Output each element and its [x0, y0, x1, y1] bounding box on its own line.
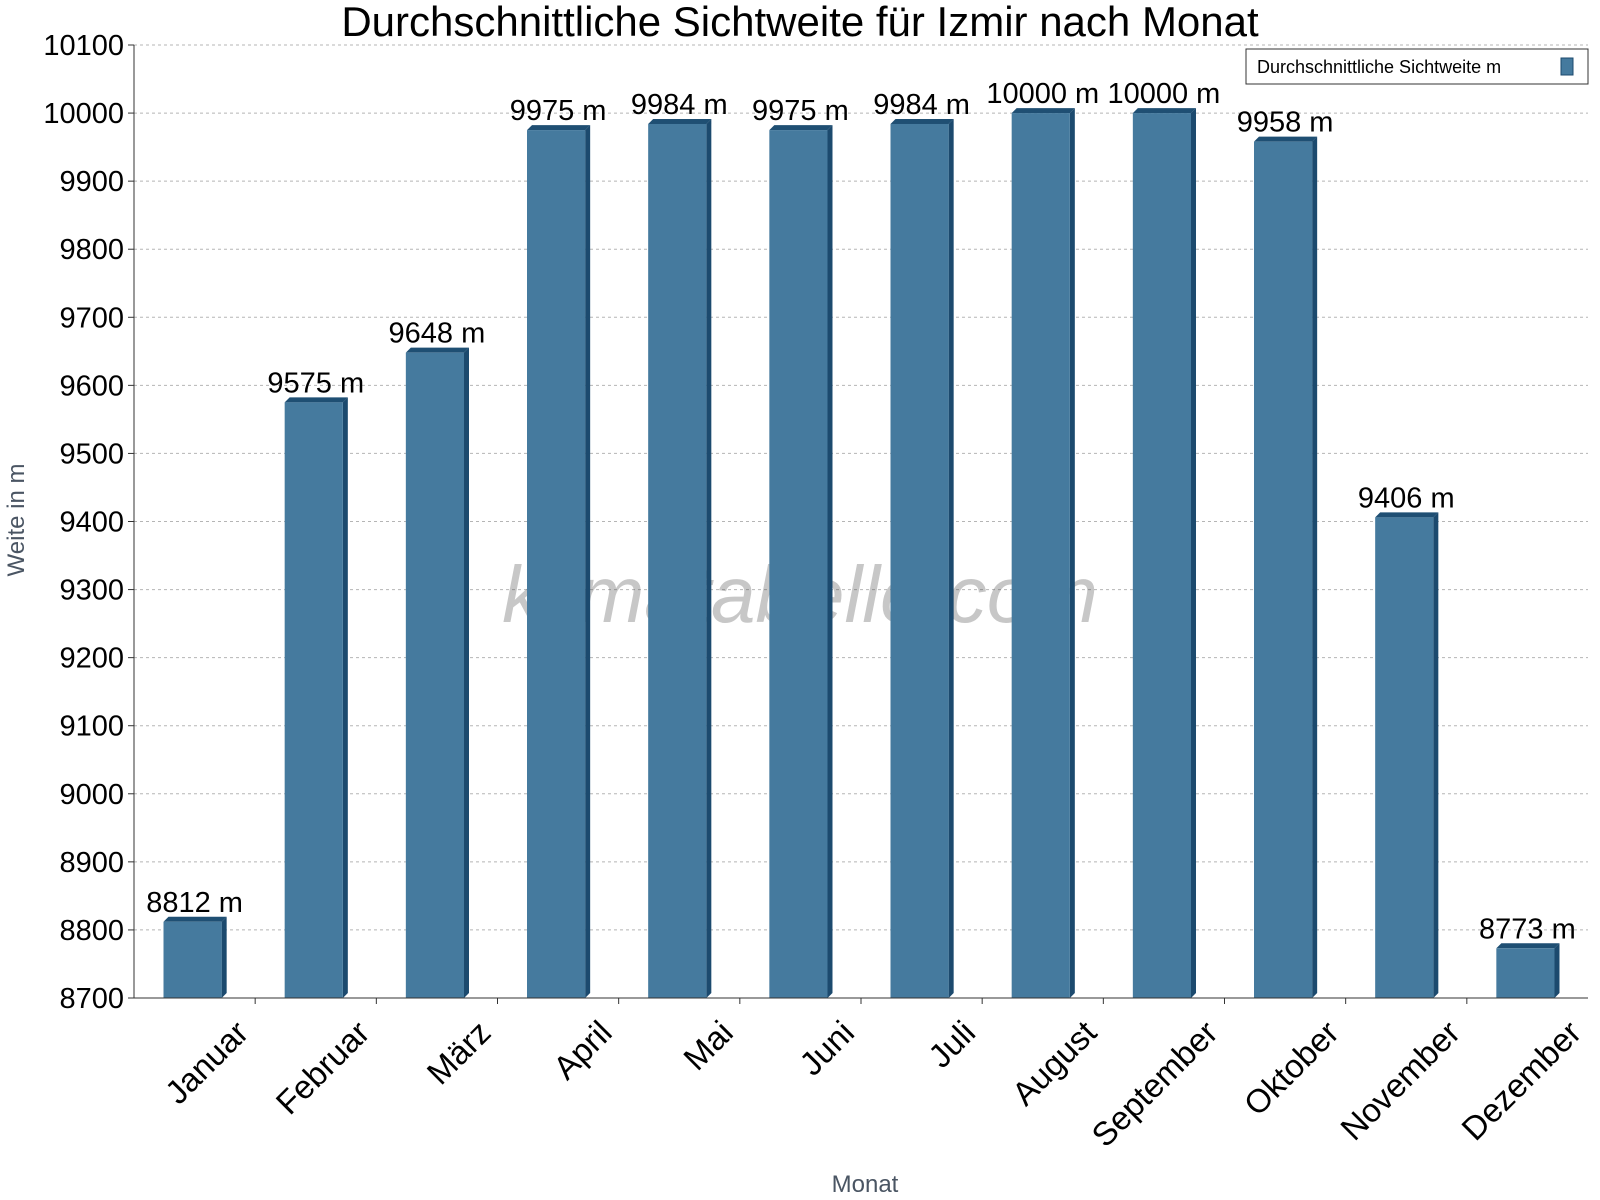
bar-top [163, 916, 227, 922]
bar-side [827, 125, 833, 998]
y-tick-label: 8900 [59, 847, 124, 879]
data-label: 8812 m [146, 887, 243, 919]
y-tick-label: 10100 [43, 30, 124, 62]
y-tick-label: 9000 [59, 779, 124, 811]
x-tick-label: August [1005, 1013, 1104, 1112]
x-tick-label: Juli [921, 1013, 982, 1074]
x-tick-label: Juni [792, 1013, 861, 1082]
y-tick-label: 9800 [59, 234, 124, 266]
bar [648, 123, 707, 998]
bar-top [1254, 136, 1318, 142]
bar-top [1496, 943, 1560, 949]
data-label: 8773 m [1479, 913, 1576, 945]
bar [1254, 141, 1313, 998]
y-tick-label: 9600 [59, 370, 124, 402]
bar [1496, 948, 1555, 998]
x-tick-label: Oktober [1237, 1013, 1346, 1122]
y-tick-label: 9500 [59, 438, 124, 470]
bar [1011, 113, 1070, 999]
x-tick-label: September [1084, 1013, 1224, 1153]
bar-side [463, 347, 469, 998]
data-label: 10000 m [1107, 78, 1220, 110]
bar [527, 130, 586, 998]
bar-side [221, 916, 227, 998]
data-label: 10000 m [986, 78, 1099, 110]
x-tick-label: Mai [676, 1013, 740, 1077]
bar [1132, 113, 1191, 999]
bar-top [1375, 512, 1439, 518]
y-tick-label: 8800 [59, 915, 124, 947]
data-label: 9648 m [389, 318, 486, 350]
x-tick-label: Februar [269, 1013, 377, 1121]
data-label: 9975 m [510, 95, 607, 127]
bar-top [648, 118, 712, 124]
bar-top [284, 397, 348, 403]
legend-entry-label: Durchschnittliche Sichtweite m [1257, 57, 1501, 77]
y-axis-label: Weite in m [3, 464, 30, 577]
bar [890, 123, 949, 998]
bar-side [1554, 943, 1560, 998]
legend: Durchschnittliche Sichtweite m [1245, 48, 1589, 85]
bar-top [405, 347, 469, 353]
bars [163, 108, 1560, 999]
bar-side [342, 397, 348, 998]
bar [1375, 517, 1434, 998]
x-axis-label: Monat [832, 1171, 899, 1198]
y-tick-label: 8700 [59, 983, 124, 1015]
data-label: 9406 m [1358, 482, 1455, 514]
legend-box [1245, 48, 1589, 85]
x-tick-label: März [420, 1013, 498, 1091]
bar-top [1011, 108, 1075, 114]
x-tick-label: April [546, 1013, 619, 1086]
data-label: 9575 m [267, 367, 364, 399]
bar-top [769, 125, 833, 131]
bar-top [890, 118, 954, 124]
y-tick-label: 9400 [59, 507, 124, 539]
bar-side [1433, 512, 1439, 998]
value-labels: 8812 m 9575 m 9648 m 9975 m 9984 m 9975 m 9984… [146, 78, 1576, 945]
bar [284, 402, 343, 998]
y-tick-label: 9100 [59, 711, 124, 743]
bar-side [948, 118, 954, 998]
y-tick-label: 10000 [43, 98, 124, 130]
legend-swatch [1560, 57, 1574, 76]
data-label: 9975 m [752, 95, 849, 127]
x-tick-label: November [1333, 1013, 1467, 1147]
grid-lines [134, 44, 1588, 931]
x-tick-label: Dezember [1454, 1013, 1588, 1147]
bar [163, 921, 222, 998]
bar-side [585, 125, 591, 998]
bar-side [706, 118, 712, 998]
bar-top [527, 125, 591, 131]
bar-side [1312, 136, 1318, 998]
y-tick-label: 9200 [59, 643, 124, 675]
data-label: 9958 m [1237, 107, 1334, 139]
bar-side [1069, 108, 1075, 999]
chart-title: Durchschnittliche Sichtweite für Izmir n… [341, 0, 1259, 45]
x-tick-label: Januar [158, 1013, 256, 1111]
y-tick-label: 9700 [59, 302, 124, 334]
bar-side [1190, 108, 1196, 999]
data-label: 9984 m [631, 89, 728, 121]
y-tick-label: 9900 [59, 166, 124, 198]
bar-top [1132, 108, 1196, 114]
data-label: 9984 m [873, 89, 970, 121]
y-tick-label: 9300 [59, 575, 124, 607]
bar [769, 130, 828, 998]
bar [405, 352, 464, 998]
